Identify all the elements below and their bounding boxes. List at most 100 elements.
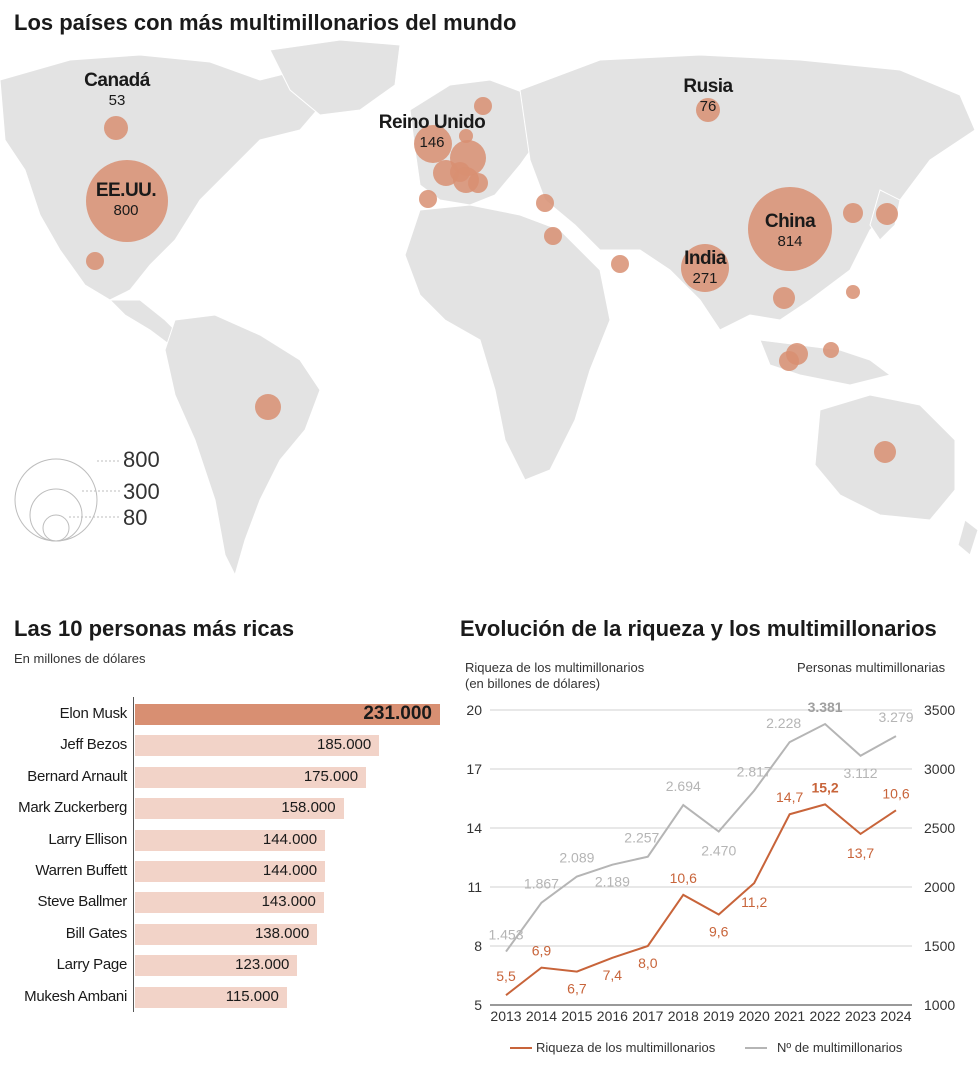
right-axis-label: Personas multimillonarias: [797, 660, 946, 675]
x-tick-label: 2022: [810, 1008, 841, 1024]
bubble-russia: [696, 98, 720, 122]
bubble-thailand: [773, 287, 795, 309]
bar: [135, 892, 324, 914]
south-america-shape: [164, 314, 321, 577]
bubble-denmark: [459, 129, 473, 143]
series-line-count: [505, 722, 897, 953]
bar-label: Jeff Bezos: [60, 736, 127, 754]
wealth-data-label: 14,7: [776, 789, 803, 805]
bubble-taiwan: [846, 285, 860, 299]
legend-wealth-label: Riqueza de los multimillonarios: [536, 1040, 716, 1055]
bubble-india: [681, 244, 729, 292]
legend-300: 300: [123, 479, 160, 504]
bubble-indonesia: [779, 351, 799, 371]
left-tick-label: 20: [466, 702, 482, 718]
x-tick-label: 2015: [561, 1008, 592, 1024]
bar: [135, 829, 326, 851]
world-map: [0, 39, 979, 577]
size-legend: [14, 458, 120, 542]
bar-label: Bill Gates: [65, 924, 128, 942]
count-data-label: 2.257: [624, 830, 659, 846]
land-masses: [0, 39, 979, 577]
bubble-brazil: [255, 394, 281, 420]
left-axis-label-2: (en billones de dólares): [465, 676, 601, 691]
asia-shape: [519, 54, 976, 331]
bar-value-label: 115.000: [225, 987, 279, 1005]
bar-value-label: 231.000: [363, 703, 432, 724]
bar-value-label: 138.000: [254, 924, 310, 942]
label-usa: EE.UU. 800: [95, 180, 157, 219]
legend-count-label: Nº de multimillonarios: [777, 1040, 903, 1055]
count-data-label: 3.112: [844, 765, 878, 781]
wealth-data-label: 9,6: [709, 924, 729, 940]
label-uk: Reino Unido 146: [378, 112, 486, 151]
bar-value-label: 185.000: [317, 736, 372, 754]
bubble-israel: [544, 227, 562, 245]
bubble-uk: [414, 125, 452, 163]
series-line-wealth: [505, 803, 897, 996]
bubble-japan: [876, 203, 898, 225]
bar: [135, 923, 318, 945]
bubble-spain: [419, 190, 437, 208]
left-tick-label: 5: [474, 997, 482, 1013]
legend-800: 800: [123, 447, 160, 472]
line-title: Evolución de la riqueza y los multimillo…: [460, 616, 937, 641]
africa-shape: [404, 204, 611, 481]
bar: [135, 986, 287, 1008]
bar-value-label: 175.000: [303, 767, 359, 785]
bar: [135, 798, 344, 820]
bubble-korea: [843, 203, 863, 223]
right-tick-label: 2500: [924, 820, 955, 836]
wealth-data-label: 6,7: [567, 981, 587, 997]
count-data-label: 1.867: [524, 876, 559, 892]
bubble-usa: [86, 160, 168, 242]
count-data-label: 3.381: [808, 699, 843, 715]
wealth-data-label: 6,9: [532, 943, 552, 959]
bar-label: Mukesh Ambani: [24, 987, 127, 1005]
bar: [135, 766, 367, 788]
label-canada: Canadá 53: [84, 70, 150, 109]
bar-label: Larry Page: [56, 956, 128, 974]
x-tick-label: 2018: [668, 1008, 699, 1024]
bar: [135, 704, 440, 725]
bubble-turkey: [536, 194, 554, 212]
x-tick-label: 2017: [632, 1008, 663, 1024]
north-america-shape: [0, 54, 331, 301]
left-tick-label: 11: [467, 879, 482, 895]
left-tick-label: 14: [466, 820, 482, 836]
bubble-mexico: [86, 252, 104, 270]
country-bubbles: [86, 97, 898, 463]
label-russia: Rusia 76: [683, 76, 733, 115]
count-data-label: 2.189: [595, 874, 630, 890]
x-tick-label: 2023: [845, 1008, 876, 1024]
wealth-data-label: 13,7: [847, 845, 874, 861]
legend-count-swatch: [745, 1047, 767, 1049]
bar-label: Steve Ballmer: [37, 893, 128, 911]
count-data-label: 1.453: [488, 927, 523, 943]
wealth-data-label: 10,6: [882, 785, 909, 801]
bubble-china: [748, 187, 832, 271]
count-data-label: 2.470: [701, 843, 736, 859]
x-tick-label: 2021: [774, 1008, 805, 1024]
right-tick-label: 1500: [924, 938, 955, 954]
x-tick-label: 2016: [597, 1008, 628, 1024]
wealth-data-label: 10,6: [670, 870, 697, 886]
wealth-data-label: 7,4: [603, 967, 623, 983]
left-tick-label: 17: [466, 761, 482, 777]
bars-subtitle: En millones de dólares: [14, 651, 146, 666]
x-tick-label: 2019: [703, 1008, 734, 1024]
x-tick-label: 2013: [490, 1008, 521, 1024]
bar: [135, 955, 298, 977]
count-data-label: 3.279: [878, 709, 913, 725]
right-tick-label: 2000: [924, 879, 955, 895]
bar-value-label: 144.000: [262, 830, 318, 848]
bubble-uae: [611, 255, 629, 273]
count-data-label: 2.694: [666, 778, 701, 794]
bar-value-label: 143.000: [261, 893, 316, 911]
bar-value-label: 123.000: [235, 956, 290, 974]
bubble-austria: [468, 173, 488, 193]
x-tick-label: 2024: [880, 1008, 911, 1024]
right-tick-label: 3500: [924, 702, 955, 718]
bar-label: Mark Zuckerberg: [18, 799, 127, 817]
new-zealand-shape: [957, 519, 979, 556]
